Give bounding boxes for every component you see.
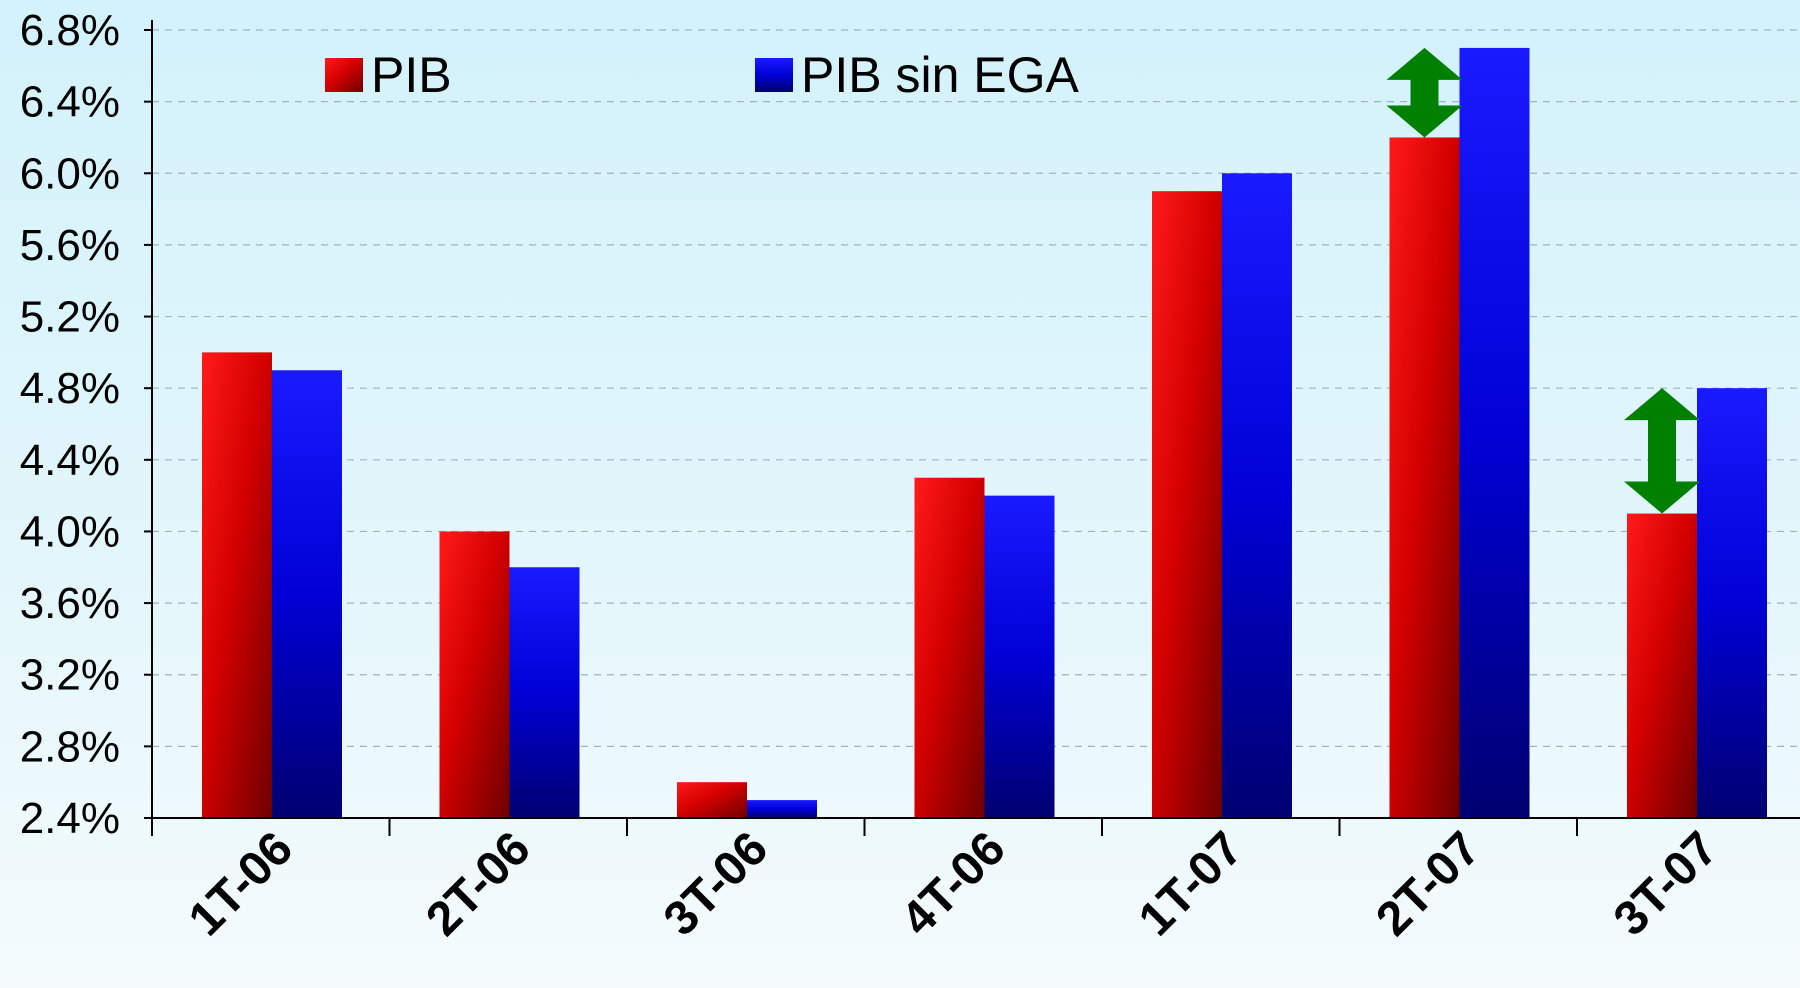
- y-tick-label: 2.4%: [20, 794, 120, 843]
- legend-swatch-pib: [325, 58, 363, 92]
- bar-pib-sin-ega: [1459, 47, 1530, 818]
- legend: PIB PIB sin EGA: [325, 47, 1080, 103]
- axes: [144, 20, 1800, 836]
- y-tick-label: 5.2%: [20, 293, 120, 342]
- y-tick-label: 2.8%: [20, 722, 120, 771]
- x-category-label: 1T-07: [1129, 822, 1253, 946]
- bars: [202, 47, 1767, 819]
- y-tick-label: 4.4%: [20, 436, 120, 485]
- y-tick-label: 3.2%: [20, 651, 120, 700]
- bar-pib: [677, 782, 747, 818]
- annotations: [1386, 47, 1700, 514]
- y-tick-label: 3.6%: [20, 579, 120, 628]
- x-category-label: 1T-06: [179, 822, 303, 946]
- x-category-label: 2T-06: [416, 822, 540, 946]
- bar-pib: [1389, 137, 1460, 819]
- y-tick-label: 4.0%: [20, 507, 120, 556]
- bar-pib: [1627, 513, 1697, 818]
- y-tick-label: 4.8%: [20, 364, 120, 413]
- bar-pib-sin-ega: [1222, 173, 1292, 819]
- y-tick-label: 6.0%: [20, 149, 120, 198]
- y-tick-label: 6.4%: [20, 78, 120, 127]
- bar-pib-sin-ega: [1697, 388, 1767, 818]
- legend-label: PIB sin EGA: [801, 47, 1080, 103]
- double-arrow-icon: [1386, 47, 1463, 138]
- x-category-label: 2T-07: [1366, 822, 1490, 946]
- double-arrow-icon: [1624, 388, 1700, 514]
- x-category-label: 3T-07: [1604, 822, 1728, 946]
- bar-pib: [439, 531, 510, 818]
- bar-pib: [914, 477, 985, 818]
- bar-pib: [1152, 191, 1222, 818]
- bar-pib-sin-ega: [747, 800, 817, 818]
- legend-label: PIB: [371, 47, 452, 103]
- x-category-label: 4T-06: [891, 822, 1015, 946]
- bar-pib-sin-ega: [509, 567, 580, 818]
- bar-pib-sin-ega: [272, 370, 342, 818]
- x-category-label: 3T-06: [654, 822, 778, 946]
- bar-pib-sin-ega: [984, 495, 1055, 818]
- bar-pib: [202, 352, 272, 818]
- y-tick-label: 6.8%: [20, 6, 120, 55]
- legend-swatch-pib-sin-ega: [755, 58, 793, 92]
- y-tick-label: 5.6%: [20, 221, 120, 270]
